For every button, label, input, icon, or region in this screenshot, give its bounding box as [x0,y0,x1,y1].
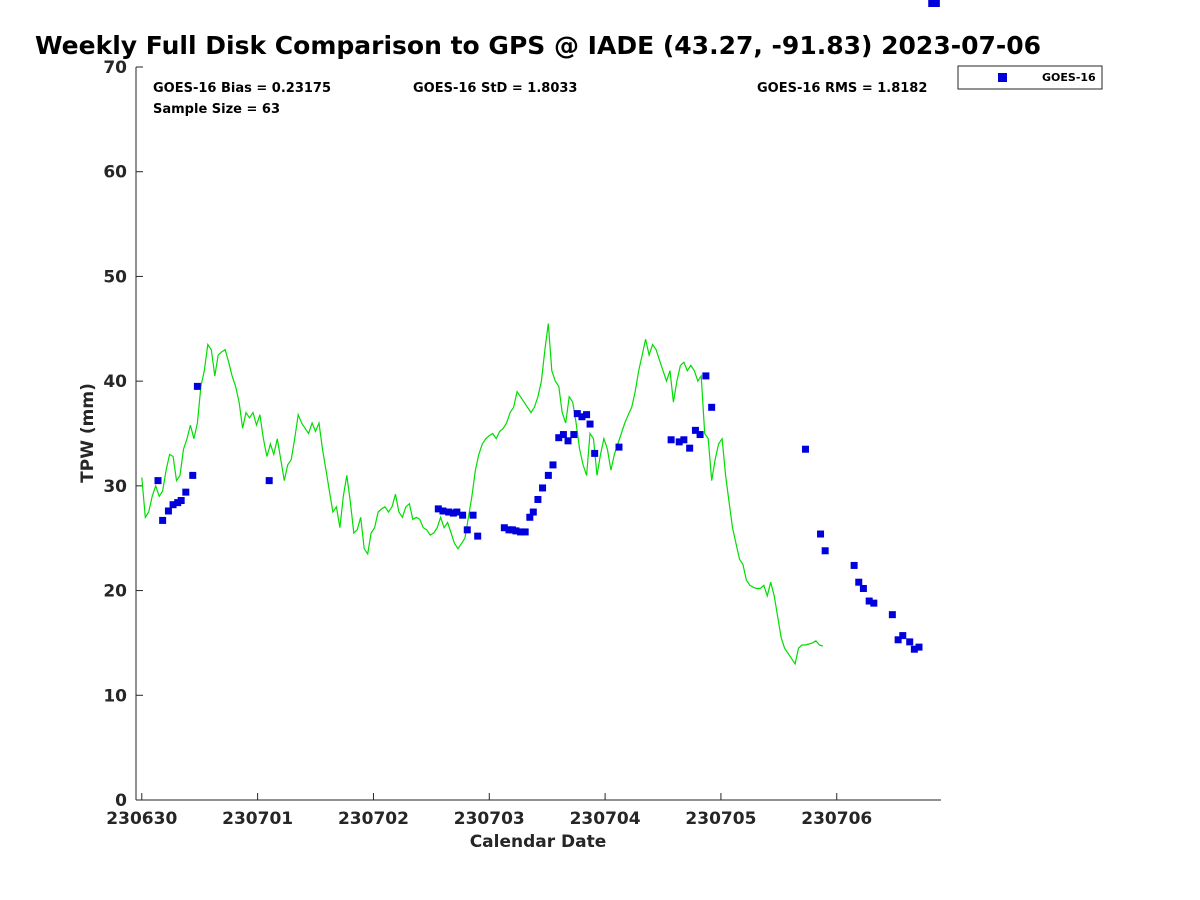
goes-point [583,411,591,419]
legend-marker [998,73,1007,82]
goes-point [855,578,863,586]
x-tick-label: 230705 [685,809,756,829]
goes-point [615,443,623,451]
y-axis-ticks: 0 10 20 30 40 50 60 70 [103,58,143,811]
y-tick-label: 10 [103,686,127,706]
goes-point [521,528,529,536]
goes-point [899,632,907,640]
goes-point [850,561,858,569]
goes-point [434,505,442,513]
x-tick-label: 230706 [801,809,872,829]
y-tick-label: 30 [103,477,127,497]
goes-point [512,527,520,535]
y-tick-label: 40 [103,372,127,392]
goes-point [265,477,273,485]
goes-point [686,444,694,452]
y-tick-label: 70 [103,58,127,78]
goes-point [500,524,508,532]
legend: GOES-16 [957,65,1103,90]
goes-point [865,597,873,605]
x-axis-label: Calendar Date [470,832,607,852]
goes-point [559,431,567,439]
goes-point [586,420,594,428]
goes-point [691,426,699,434]
goes-point [928,0,936,7]
goes-point [517,528,525,536]
goes-point [573,410,581,418]
y-tick-label: 20 [103,582,127,602]
goes-point [544,471,552,479]
goes-point [821,547,829,555]
goes-series [154,0,940,653]
goes-point [932,0,940,7]
goes-point [910,645,918,653]
goes-point [463,526,471,534]
goes-point [154,477,162,485]
goes-point [459,511,467,519]
std-stat: GOES-16 StD = 1.8033 [413,81,577,96]
goes-point [526,513,534,521]
goes-point [555,434,563,442]
goes-point [539,484,547,492]
y-axis-label: TPW (mm) [78,383,98,483]
goes-point [469,511,477,519]
goes-point [164,507,172,515]
goes-point [189,471,197,479]
plot-area [136,67,941,800]
sample-size-stat: Sample Size = 63 [153,102,280,117]
goes-point [915,643,923,651]
x-tick-label: 230704 [570,809,641,829]
goes-point [445,508,453,516]
goes-point [667,436,675,444]
goes-point [702,372,710,380]
y-tick-label: 50 [103,267,127,287]
goes-point [182,488,190,496]
goes-point [801,445,809,453]
goes-point [817,530,825,538]
bias-stat: GOES-16 Bias = 0.23175 [153,81,331,96]
goes-point [169,501,177,509]
x-axis-ticks: 230630 230701 230702 230703 230704 230705 2307… [106,793,872,829]
gps-series [141,323,824,666]
legend-box [957,65,1103,90]
y-tick-label: 0 [115,791,127,811]
goes-point [870,599,878,607]
goes-point [680,436,688,444]
x-tick-label: 230630 [106,809,177,829]
goes-point [564,437,572,445]
goes-point [578,413,586,421]
goes-point [888,611,896,619]
goes-point [894,636,902,644]
chart-title: Weekly Full Disk Comparison to GPS @ IAD… [35,31,1041,60]
x-tick-label: 230701 [222,809,293,829]
gps-line [141,323,824,666]
rms-stat: GOES-16 RMS = 1.8182 [757,81,927,96]
y-tick-label: 60 [103,163,127,183]
x-tick-label: 230703 [454,809,525,829]
goes-point [675,438,683,446]
goes-point [708,403,716,411]
goes-point [474,532,482,540]
legend-label: GOES-16 [1042,71,1096,84]
goes-point [549,461,557,469]
goes-point [439,507,447,515]
goes-point [529,508,537,516]
goes-point [591,449,599,457]
goes-point [859,584,867,592]
goes-point [570,431,578,439]
goes-point [534,495,542,503]
x-tick-label: 230702 [338,809,409,829]
goes-point [177,497,185,505]
goes-point [193,382,201,390]
goes-point [696,431,704,439]
goes-point [159,516,167,524]
goes-point [906,638,914,646]
goes-point [453,508,461,516]
